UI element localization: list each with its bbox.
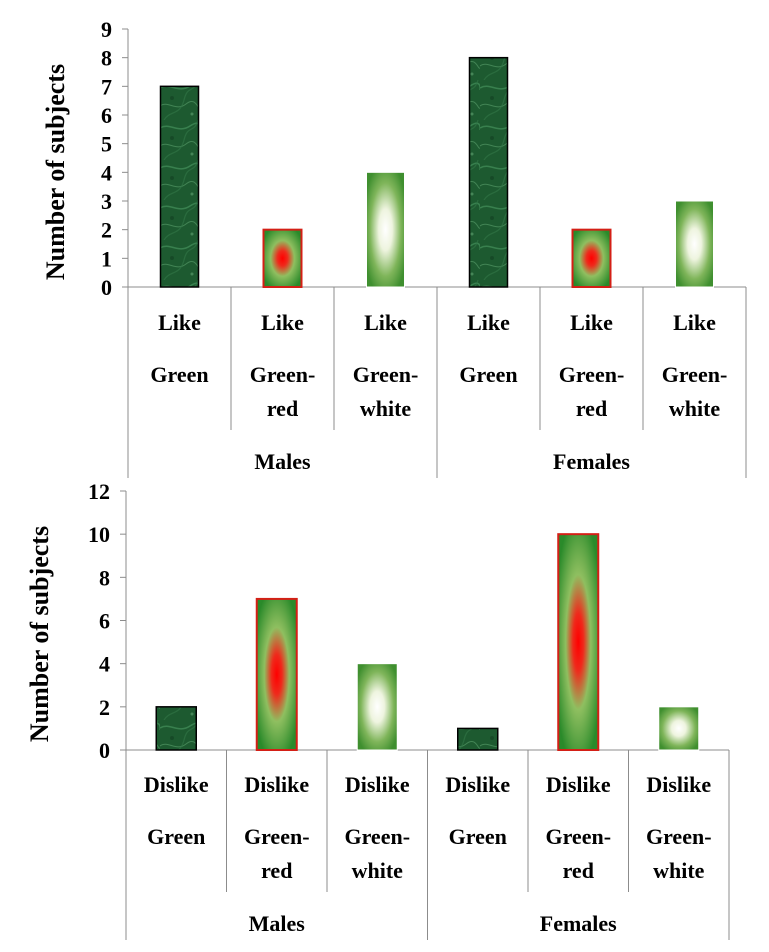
category-label-line1: Like: [261, 310, 304, 335]
group-label: Males: [254, 449, 311, 474]
group-label: Females: [540, 911, 617, 936]
y-tick-label: 12: [88, 479, 110, 504]
category-label-line2: Green-: [545, 824, 611, 849]
bar-red: [571, 228, 612, 289]
category-label-line2: Green-: [646, 824, 712, 849]
y-tick-label: 6: [101, 103, 112, 128]
y-tick-label: 0: [101, 275, 112, 300]
y-tick-label: 7: [101, 74, 112, 99]
category-label-line3: white: [669, 396, 721, 421]
y-axis-title: Number of subjects: [25, 526, 54, 742]
category-label-line1: Dislike: [244, 772, 309, 797]
category-label-line3: red: [576, 396, 607, 421]
category-label-line2: Green-: [662, 362, 728, 387]
y-tick-label: 8: [99, 565, 110, 590]
category-label-line1: Like: [467, 310, 510, 335]
y-tick-label: 0: [99, 738, 110, 763]
category-label-line2: Green-: [559, 362, 625, 387]
category-label-line2: Green-: [250, 362, 316, 387]
y-tick-label: 9: [101, 17, 112, 42]
category-label-line2: Green: [150, 362, 208, 387]
y-tick-label: 4: [99, 652, 110, 677]
dislike-chart: 0 2 4 6 8 10 12 Number of subjects Dislike Green D…: [25, 479, 730, 940]
bar-white: [366, 171, 405, 288]
category-label-line1: Dislike: [646, 772, 711, 797]
category-label-line1: Dislike: [345, 772, 410, 797]
category-label-line2: Green: [147, 824, 205, 849]
category-label-line2: Green-: [353, 362, 419, 387]
y-tick-label: 10: [88, 522, 110, 547]
y-tick-label: 8: [101, 46, 112, 71]
category-label-line2: Green-: [244, 824, 310, 849]
bar-dark: [457, 727, 499, 751]
y-axis-title: Number of subjects: [41, 64, 70, 280]
category-label-line1: Dislike: [445, 772, 510, 797]
y-tick-label: 6: [99, 609, 110, 634]
category-label-line1: Like: [364, 310, 407, 335]
bar-dark: [159, 85, 200, 288]
group-label: Males: [249, 911, 306, 936]
category-label-line1: Dislike: [546, 772, 611, 797]
y-tick-label: 4: [101, 160, 112, 185]
like-chart: 0 1 2 3 4 5 6 7 8 9 Number of subjects Like Green Lik…: [41, 17, 747, 478]
bar-white: [356, 663, 398, 751]
bar-white: [675, 200, 714, 288]
category-label-line3: white: [360, 396, 412, 421]
category-label-line1: Dislike: [144, 772, 209, 797]
y-tick-label: 2: [101, 218, 112, 243]
category-label-line3: red: [261, 858, 292, 883]
bar-white: [658, 706, 700, 751]
y-tick-label: 5: [101, 132, 112, 157]
category-label-line3: white: [653, 858, 705, 883]
group-label: Females: [553, 449, 630, 474]
category-label-line3: red: [563, 858, 594, 883]
bar-dark: [468, 56, 509, 288]
bar-red: [262, 228, 303, 289]
y-tick-label: 1: [101, 246, 112, 271]
category-label-line1: Like: [570, 310, 613, 335]
category-label-line2: Green-: [344, 824, 410, 849]
bar-dark: [155, 706, 197, 751]
category-label-line1: Like: [158, 310, 201, 335]
category-label-line2: Green: [449, 824, 507, 849]
category-label-line2: Green: [459, 362, 517, 387]
y-tick-label: 3: [101, 189, 112, 214]
category-label-line3: red: [267, 396, 298, 421]
category-label-line1: Like: [673, 310, 716, 335]
bar-red: [557, 533, 600, 752]
bar-red: [255, 597, 298, 752]
y-tick-label: 2: [99, 695, 110, 720]
category-label-line3: white: [352, 858, 404, 883]
